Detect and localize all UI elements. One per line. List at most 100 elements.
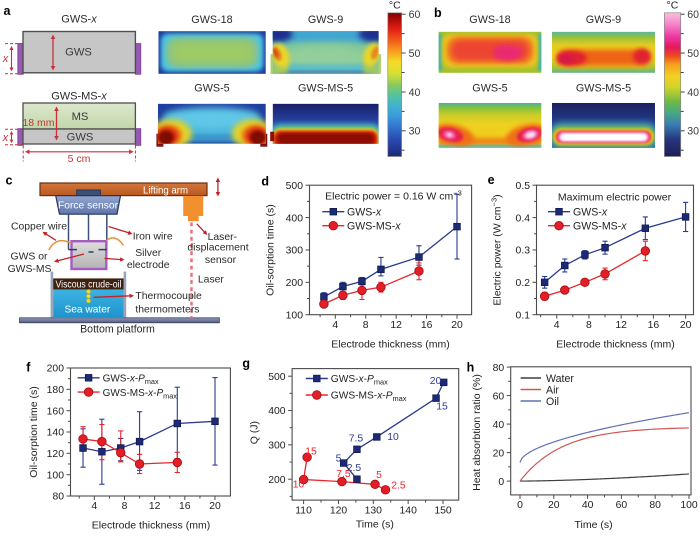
svg-text:0: 0 xyxy=(517,500,523,511)
svg-text:15: 15 xyxy=(436,402,448,413)
svg-text:GWS-9: GWS-9 xyxy=(308,14,343,26)
svg-text:Sea water: Sea water xyxy=(64,305,110,316)
svg-text:sensor: sensor xyxy=(205,255,237,266)
svg-text:b: b xyxy=(434,6,442,20)
svg-text:Electric power = 0.16 W cm−3: Electric power = 0.16 W cm−3 xyxy=(325,188,462,202)
svg-text:c: c xyxy=(6,174,13,188)
svg-text:Water: Water xyxy=(546,373,574,385)
svg-text:15: 15 xyxy=(305,446,317,457)
svg-text:4: 4 xyxy=(91,501,97,512)
svg-text:0.4: 0.4 xyxy=(516,213,531,224)
svg-text:GWS-x: GWS-x xyxy=(61,14,97,26)
svg-text:GWS or: GWS or xyxy=(11,251,48,262)
svg-text:40: 40 xyxy=(582,500,594,511)
svg-text:20: 20 xyxy=(680,320,692,331)
svg-text:Silver: Silver xyxy=(135,248,162,259)
svg-text:400: 400 xyxy=(268,406,286,417)
svg-text:300: 300 xyxy=(268,441,286,452)
svg-text:20: 20 xyxy=(430,376,442,387)
svg-text:12: 12 xyxy=(149,501,161,512)
svg-text:GWS-MS-x: GWS-MS-x xyxy=(51,91,107,103)
svg-text:60: 60 xyxy=(493,391,505,402)
svg-text:100: 100 xyxy=(286,310,304,321)
svg-text:18 mm: 18 mm xyxy=(22,117,54,129)
svg-text:500: 500 xyxy=(268,372,286,383)
svg-text:80: 80 xyxy=(52,492,64,503)
svg-text:Electrode thickness (mm): Electrode thickness (mm) xyxy=(556,339,674,351)
svg-text:16: 16 xyxy=(179,501,191,512)
svg-text:5: 5 xyxy=(376,470,382,481)
svg-text:50: 50 xyxy=(409,48,421,60)
svg-text:150: 150 xyxy=(434,505,452,516)
svg-text:GWS-x-Pmax: GWS-x-Pmax xyxy=(331,374,388,387)
svg-text:12: 12 xyxy=(390,320,402,331)
svg-text:7.5: 7.5 xyxy=(349,434,364,445)
svg-text:500: 500 xyxy=(286,181,304,192)
svg-text:f: f xyxy=(26,361,31,375)
svg-text:100: 100 xyxy=(47,470,65,481)
svg-text:Thermocouple: Thermocouple xyxy=(135,291,202,302)
svg-text:GWS-MS-x-Pmax: GWS-MS-x-Pmax xyxy=(331,391,407,404)
svg-text:Time (s): Time (s) xyxy=(575,519,613,531)
svg-text:8: 8 xyxy=(586,320,592,331)
svg-text:20: 20 xyxy=(451,320,463,331)
svg-text:8: 8 xyxy=(363,320,369,331)
svg-text:60: 60 xyxy=(616,500,628,511)
svg-text:°C: °C xyxy=(667,0,679,12)
svg-text:GWS-18: GWS-18 xyxy=(191,14,232,26)
svg-text:GWS-x: GWS-x xyxy=(347,207,382,219)
svg-text:40: 40 xyxy=(687,87,699,99)
svg-text:Oil: Oil xyxy=(546,396,559,408)
svg-text:20: 20 xyxy=(493,448,505,459)
svg-text:110: 110 xyxy=(295,505,312,516)
svg-text:x: x xyxy=(2,132,9,144)
svg-text:7.5: 7.5 xyxy=(336,469,351,480)
svg-text:Electric power (W cm−3): Electric power (W cm−3) xyxy=(490,194,504,305)
svg-text:e: e xyxy=(488,173,495,187)
svg-text:16: 16 xyxy=(421,320,433,331)
svg-text:°C: °C xyxy=(389,0,401,12)
svg-text:Laser-: Laser- xyxy=(208,232,237,243)
svg-text:80: 80 xyxy=(493,363,505,374)
svg-text:Oil-sorption time (s): Oil-sorption time (s) xyxy=(28,386,40,478)
svg-text:0.5: 0.5 xyxy=(516,181,531,192)
svg-text:Laser: Laser xyxy=(198,275,225,286)
svg-text:GWS-MS-x-Pmax: GWS-MS-x-Pmax xyxy=(103,388,178,401)
svg-text:Maximum electric power: Maximum electric power xyxy=(558,191,672,203)
svg-text:20: 20 xyxy=(548,500,560,511)
svg-text:d: d xyxy=(261,175,269,189)
svg-text:16: 16 xyxy=(648,320,660,331)
svg-text:MS: MS xyxy=(72,111,89,123)
svg-text:electrode: electrode xyxy=(127,260,170,271)
svg-text:Viscous crude-oil: Viscous crude-oil xyxy=(56,279,122,290)
svg-text:200: 200 xyxy=(286,278,304,289)
svg-text:200: 200 xyxy=(268,475,286,486)
svg-text:GWS-MS-5: GWS-MS-5 xyxy=(298,83,353,95)
svg-text:140: 140 xyxy=(47,428,65,439)
svg-text:0.1: 0.1 xyxy=(516,310,531,321)
svg-text:Air: Air xyxy=(546,384,559,396)
svg-text:GWS-5: GWS-5 xyxy=(472,83,507,95)
svg-text:180: 180 xyxy=(47,385,65,396)
svg-text:50: 50 xyxy=(687,48,699,60)
svg-text:12: 12 xyxy=(615,320,627,331)
svg-text:GWS-5: GWS-5 xyxy=(194,83,229,95)
svg-text:GWS-MS-x: GWS-MS-x xyxy=(347,221,401,233)
svg-text:5 cm: 5 cm xyxy=(68,153,91,165)
svg-text:130: 130 xyxy=(365,505,383,516)
svg-text:Bottom platform: Bottom platform xyxy=(80,324,155,336)
svg-text:Electrode thickness (mm): Electrode thickness (mm) xyxy=(92,520,210,532)
svg-text:Copper wire: Copper wire xyxy=(11,222,67,233)
svg-text:2.5: 2.5 xyxy=(391,481,406,492)
svg-text:h: h xyxy=(467,361,475,375)
svg-text:GWS-MS-x: GWS-MS-x xyxy=(573,221,627,233)
svg-text:thermometers: thermometers xyxy=(135,304,199,315)
svg-text:Oil-sorption time (s): Oil-sorption time (s) xyxy=(265,204,277,296)
svg-text:4: 4 xyxy=(554,320,560,331)
svg-text:Electrode thickness (mm): Electrode thickness (mm) xyxy=(331,339,449,351)
svg-text:160: 160 xyxy=(47,406,65,417)
svg-text:GWS-MS-5: GWS-MS-5 xyxy=(576,83,631,95)
svg-text:GWS: GWS xyxy=(67,131,94,143)
svg-text:Force sensor: Force sensor xyxy=(58,200,118,212)
svg-text:30: 30 xyxy=(409,126,421,138)
